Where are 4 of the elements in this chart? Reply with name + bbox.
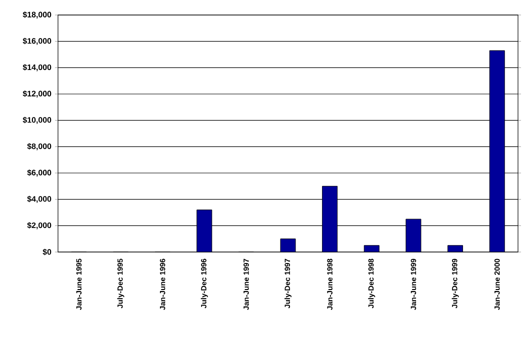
bar	[489, 50, 505, 252]
bar	[196, 210, 212, 252]
bar	[322, 186, 338, 252]
bar	[406, 218, 422, 252]
